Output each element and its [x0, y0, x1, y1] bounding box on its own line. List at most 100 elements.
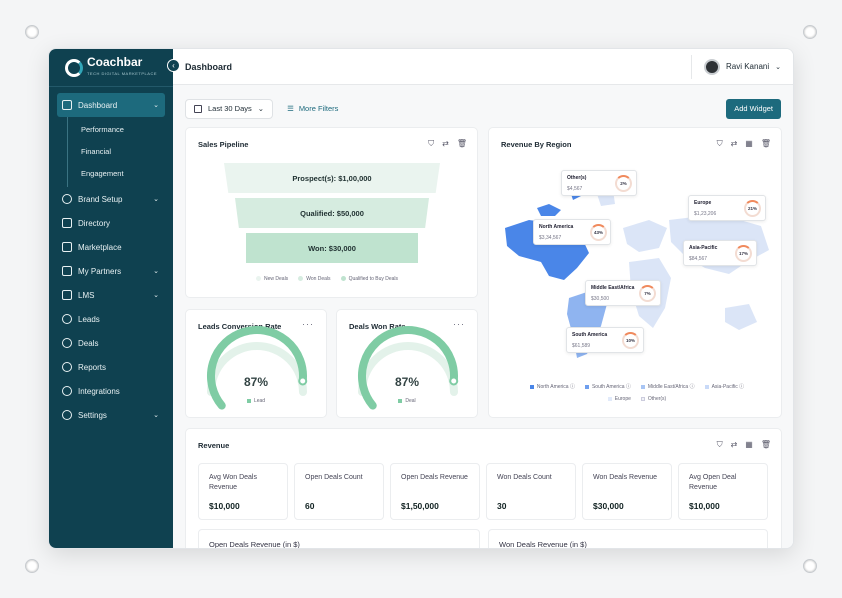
chevron-down-icon: ⌄ [153, 292, 159, 299]
logo-name: Coachbar [86, 54, 143, 69]
filter-toolbar: Last 30 Days ⌄ ☰ More Filters Add Widget [173, 85, 793, 121]
deals-won-card: Deals Won Rate ··· 87% Deal [336, 309, 478, 418]
grid-icon[interactable]: ▦ [745, 440, 753, 449]
sidebar-item-my-partners[interactable]: My Partners ⌄ [57, 259, 165, 283]
calendar-icon [194, 104, 202, 113]
sales-pipeline-card: Sales Pipeline ⛉ ⇄ 🗑 Prospect(s): $1,00,… [185, 127, 478, 298]
filter-icon[interactable]: ⛉ [716, 139, 723, 148]
funnel-stage-label: Qualified: $50,000 [300, 208, 364, 218]
sidebar-item-settings[interactable]: Settings ⌄ [57, 403, 165, 427]
region-percent-ring: 7% [639, 285, 656, 302]
sidebar-item-label: Settings [78, 410, 107, 420]
chevron-down-icon: ⌄ [153, 102, 159, 109]
won-deals-revenue-chart: Won Deals Revenue (in $) [488, 529, 768, 548]
region-tooltip-middle-east-africa[interactable]: Middle East/Africa $30,500 7% [585, 280, 661, 306]
card-tools: ⛉ ⇄ ▦ 🗑 [717, 139, 771, 149]
region-legend: North America ⓘ South America ⓘ Middle E… [517, 383, 757, 402]
funnel-stage-qualified[interactable]: Qualified: $50,000 [235, 198, 429, 228]
gauge-legend: Lead [186, 398, 326, 404]
corner-screw [803, 25, 817, 39]
legend-item: Won Deals [298, 276, 331, 282]
filter-icon[interactable]: ⛉ [716, 440, 723, 449]
sidebar-item-lms[interactable]: LMS ⌄ [57, 283, 165, 307]
gauge-value: 87% [394, 375, 420, 389]
delete-icon[interactable]: 🗑 [760, 440, 771, 449]
logo-icon [64, 58, 83, 77]
swap-icon[interactable]: ⇄ [442, 139, 449, 148]
sidebar-subitem-financial[interactable]: Financial [81, 147, 112, 156]
sidebar-item-directory[interactable]: Directory [57, 211, 165, 235]
region-tooltip-south-america[interactable]: South America $61,589 10% [566, 327, 644, 353]
page-title: Dashboard [185, 61, 233, 72]
delete-icon[interactable]: 🗑 [456, 139, 467, 148]
sidebar-item-leads[interactable]: Leads [57, 307, 165, 331]
gear-icon [62, 410, 72, 420]
chevron-down-icon: ⌄ [153, 268, 159, 275]
legend-item: New Deals [256, 276, 288, 282]
pipeline-legend: New Deals Won Deals Qualified to Buy Dea… [256, 276, 398, 282]
sidebar-item-marketplace[interactable]: Marketplace [57, 235, 165, 259]
leads-conversion-gauge [207, 326, 308, 410]
card-tools: ⛉ ⇄ 🗑 [428, 139, 467, 149]
sidebar: Coachbar TECH DIGITAL MARKETPLACE Dashboa… [49, 49, 173, 548]
more-options-icon[interactable]: ··· [302, 319, 314, 329]
logo[interactable]: Coachbar TECH DIGITAL MARKETPLACE [49, 49, 173, 87]
date-range-value: Last 30 Days [208, 104, 252, 113]
gauge-value: 87% [243, 375, 269, 389]
partners-icon [62, 266, 72, 276]
card-title: Leads Conversion Rate [198, 322, 282, 331]
corner-screw [25, 559, 39, 573]
kpi-won-deals-count: Won Deals Count 30 [486, 463, 576, 520]
logo-tagline: TECH DIGITAL MARKETPLACE [86, 70, 157, 76]
kpi-avg-open-deal-revenue: Avg Open Deal Revenue $10,000 [678, 463, 768, 520]
filter-icon: ☰ [287, 104, 294, 113]
add-widget-button[interactable]: Add Widget [726, 98, 781, 119]
region-tooltip-north-america[interactable]: North America $3,34,567 43% [533, 219, 611, 245]
legend-item: South America ⓘ [584, 383, 631, 390]
region-tooltip-europe[interactable]: Europe $1,23,206 21% [688, 195, 766, 221]
handshake-icon [62, 338, 72, 348]
date-range-dropdown[interactable]: Last 30 Days ⌄ [185, 98, 274, 119]
corner-screw [25, 25, 39, 39]
collapse-sidebar-button[interactable]: ‹ [167, 59, 180, 72]
more-filters-button[interactable]: ☰ More Filters [287, 104, 338, 113]
user-menu[interactable]: Ravi Kanani ⌄ [690, 54, 781, 79]
sidebar-subitem-engagement[interactable]: Engagement [81, 169, 124, 178]
sidebar-subitem-performance[interactable]: Performance [81, 125, 124, 134]
sidebar-item-brand-setup[interactable]: Brand Setup ⌄ [57, 187, 165, 211]
swap-icon[interactable]: ⇄ [730, 440, 738, 449]
chevron-down-icon: ⌄ [153, 196, 159, 203]
delete-icon[interactable]: 🗑 [760, 139, 771, 148]
funnel-stage-won[interactable]: Won: $30,000 [246, 233, 418, 263]
gauge-legend: Deal [337, 398, 477, 404]
region-percent-ring: 43% [590, 224, 607, 241]
sidebar-item-deals[interactable]: Deals [57, 331, 165, 355]
sidebar-item-integrations[interactable]: Integrations [57, 379, 165, 403]
region-tooltip-asia-pacific[interactable]: Asia-Pacific $84,567 17% [683, 240, 757, 266]
chevron-down-icon: ⌄ [775, 63, 781, 71]
card-title: Sales Pipeline [198, 140, 249, 149]
region-tooltip-others[interactable]: Other(s) $4,567 2% [561, 170, 637, 196]
funnel-stage-prospect[interactable]: Prospect(s): $1,00,000 [224, 163, 440, 193]
sidebar-item-reports[interactable]: Reports [57, 355, 165, 379]
sidebar-item-dashboard[interactable]: Dashboard ⌄ [57, 93, 165, 117]
sidebar-item-label: LMS [78, 290, 95, 300]
legend-item: Asia-Pacific ⓘ [704, 383, 744, 390]
region-percent-ring: 2% [615, 175, 632, 192]
more-filters-label: More Filters [298, 104, 339, 113]
report-icon [62, 362, 72, 372]
sidebar-nav: Dashboard ⌄ Performance Financial Engagem… [49, 87, 173, 427]
sidebar-item-label: Leads [78, 314, 100, 324]
store-icon [62, 242, 72, 252]
chevron-down-icon: ⌄ [257, 104, 265, 113]
user-name: Ravi Kanani [725, 62, 770, 71]
revenue-by-region-card: Revenue By Region ⛉ ⇄ ▦ 🗑 [488, 127, 782, 418]
grid-icon[interactable]: ▦ [745, 139, 753, 148]
swap-icon[interactable]: ⇄ [730, 139, 738, 148]
filter-icon[interactable]: ⛉ [428, 139, 435, 148]
sidebar-item-label: Marketplace [78, 242, 122, 252]
sidebar-item-label: Integrations [78, 386, 120, 396]
shield-icon [62, 194, 72, 204]
folder-icon [62, 218, 72, 228]
more-options-icon[interactable]: ··· [453, 319, 465, 329]
